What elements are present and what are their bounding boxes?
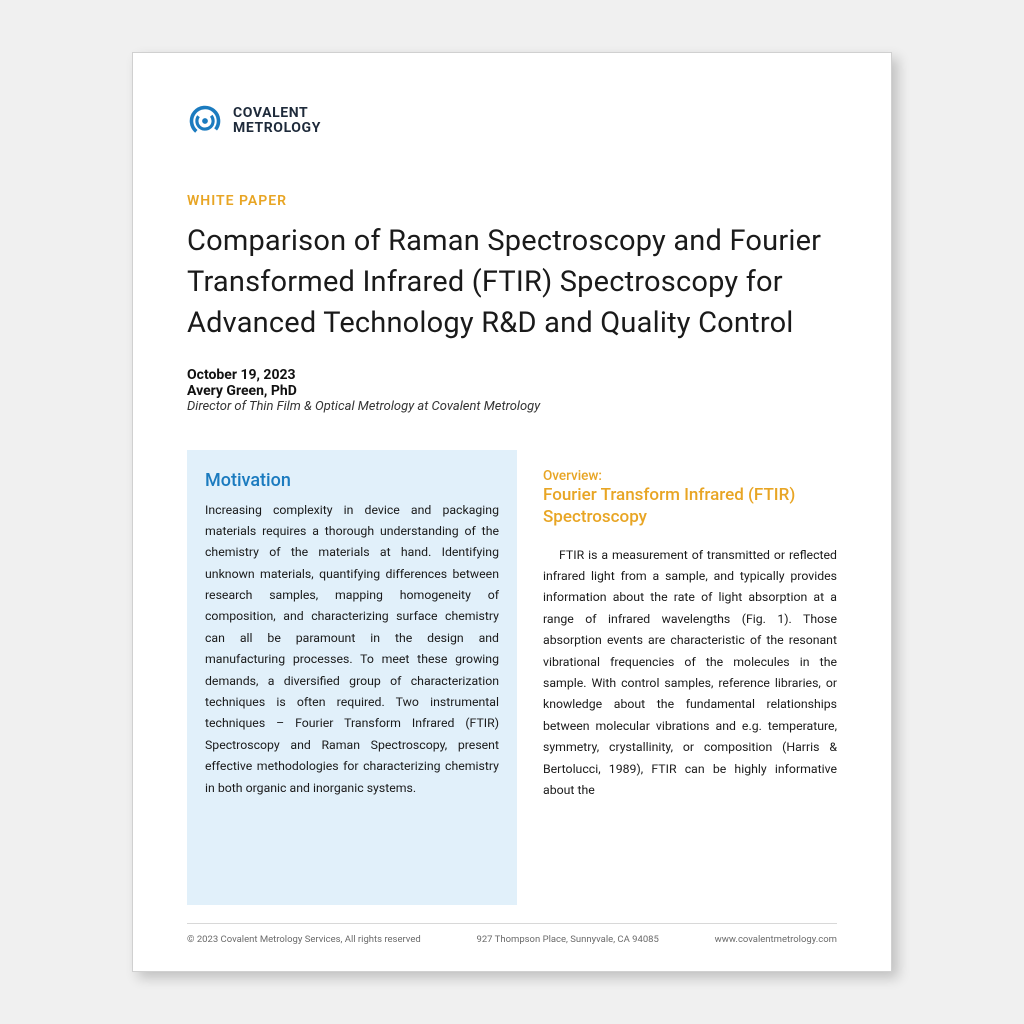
footer-address: 927 Thompson Place, Sunnyvale, CA 94085 [476, 934, 658, 945]
motivation-heading: Motivation [205, 470, 499, 491]
overview-heading: Fourier Transform Infrared (FTIR) Spectr… [543, 484, 837, 528]
footer-url: www.covalentmetrology.com [715, 934, 837, 945]
brand-name: COVALENT METROLOGY [233, 106, 321, 135]
overview-label: Overview: [543, 468, 837, 484]
brand-header: COVALENT METROLOGY [187, 103, 837, 139]
document-meta: October 19, 2023 Avery Green, PhD Direct… [187, 367, 837, 414]
content-columns: Motivation Increasing complexity in devi… [187, 450, 837, 905]
motivation-panel: Motivation Increasing complexity in devi… [187, 450, 517, 905]
brand-name-line1: COVALENT [233, 106, 321, 121]
document-page: COVALENT METROLOGY WHITE PAPER Compariso… [132, 52, 892, 972]
motivation-body: Increasing complexity in device and pack… [205, 501, 499, 800]
document-date: October 19, 2023 [187, 367, 837, 383]
footer-copyright: © 2023 Covalent Metrology Services, All … [187, 934, 421, 945]
document-title: Comparison of Raman Spectroscopy and Fou… [187, 221, 837, 345]
page-footer: © 2023 Covalent Metrology Services, All … [187, 923, 837, 945]
document-type-label: WHITE PAPER [187, 193, 837, 209]
document-author-title: Director of Thin Film & Optical Metrolog… [187, 399, 837, 414]
document-author: Avery Green, PhD [187, 383, 837, 399]
overview-panel: Overview: Fourier Transform Infrared (FT… [543, 450, 837, 905]
brand-name-line2: METROLOGY [233, 121, 321, 136]
overview-body: FTIR is a measurement of transmitted or … [543, 546, 837, 803]
brand-logo-icon [187, 103, 223, 139]
